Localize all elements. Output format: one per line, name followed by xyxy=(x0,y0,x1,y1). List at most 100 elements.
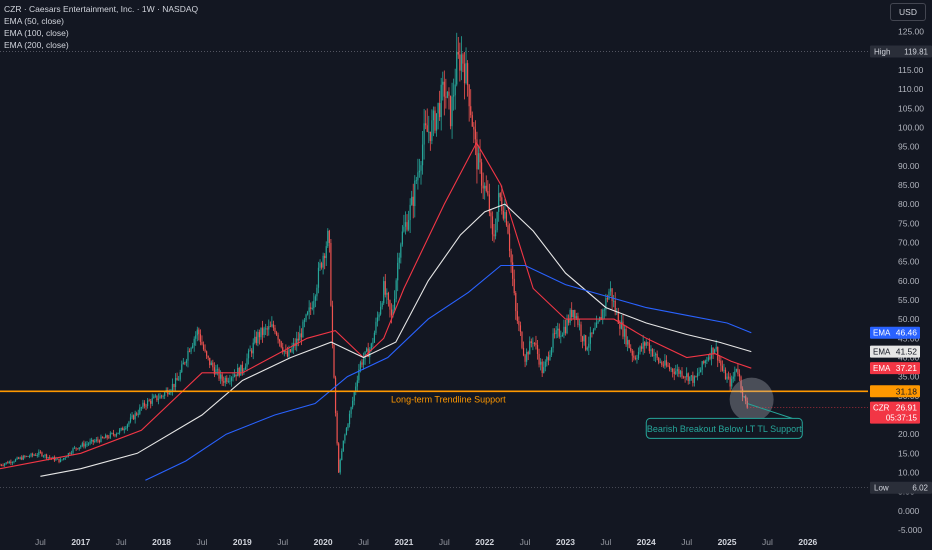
candle-body xyxy=(682,376,685,378)
candle-body xyxy=(184,362,186,364)
callout-box xyxy=(645,417,803,439)
low-tag: Low 6.02 xyxy=(870,481,932,494)
candle-body xyxy=(558,328,560,337)
candle-body xyxy=(491,216,494,235)
x-tick-label: Jul xyxy=(358,537,369,547)
candle-body xyxy=(420,165,422,171)
ema200-legend[interactable]: EMA (200, close) xyxy=(4,40,69,50)
candle-body xyxy=(279,339,281,342)
candle-body xyxy=(484,185,486,189)
candle-body xyxy=(698,372,700,374)
candle-body xyxy=(720,360,722,366)
candle-body xyxy=(439,103,441,118)
candle-body xyxy=(442,81,444,85)
y-tick-label: 60.00 xyxy=(898,276,920,286)
candle-body xyxy=(356,380,358,387)
x-tick-label: 2020 xyxy=(314,537,333,547)
candle-body xyxy=(49,457,51,459)
candle-body xyxy=(746,401,748,408)
x-tick-label: Jul xyxy=(681,537,692,547)
candle-body xyxy=(508,233,511,251)
candle-body xyxy=(490,212,492,217)
candle-body xyxy=(0,464,3,466)
candle-body xyxy=(401,231,403,245)
svg-text:31.18: 31.18 xyxy=(896,386,918,396)
currency-button[interactable]: USD xyxy=(890,3,926,21)
candle-body xyxy=(665,360,668,366)
candle-body xyxy=(243,369,245,372)
candle-body xyxy=(507,225,509,234)
candle-body xyxy=(519,325,522,333)
candle-body xyxy=(724,369,727,380)
candle-body xyxy=(445,96,447,98)
candle-body xyxy=(411,196,413,205)
candle-body xyxy=(140,407,142,409)
candle-body xyxy=(300,333,302,338)
candle-body xyxy=(115,433,118,436)
candle-body xyxy=(89,441,91,444)
candle-body xyxy=(16,457,18,460)
candle-body xyxy=(498,193,500,212)
candle-body xyxy=(226,377,228,382)
y-tick-label: 115.00 xyxy=(898,65,924,75)
candle-body xyxy=(153,396,155,399)
ema50-legend[interactable]: EMA (50, close) xyxy=(4,16,64,26)
candle-body xyxy=(586,347,588,350)
candle-body xyxy=(199,334,202,342)
candle-body xyxy=(235,374,237,377)
candle-body xyxy=(535,342,537,346)
candle-body xyxy=(101,436,104,438)
candle-body xyxy=(244,366,247,370)
svg-text:119.81: 119.81 xyxy=(904,47,928,56)
candle-body xyxy=(392,309,394,316)
candle-body xyxy=(190,347,192,352)
candle-body xyxy=(230,377,233,381)
candle-body xyxy=(470,106,472,116)
svg-text:High: High xyxy=(874,47,890,56)
candle-body xyxy=(182,362,184,365)
candle-body xyxy=(206,351,208,356)
candle-body xyxy=(156,395,158,401)
candle-body xyxy=(695,376,697,378)
svg-text:EMA: EMA xyxy=(873,348,891,357)
candle-body xyxy=(428,131,430,133)
candle-body xyxy=(456,52,458,85)
candle-body xyxy=(589,332,591,344)
candle-body xyxy=(27,456,29,457)
symbol-title: CZR · Caesars Entertainment, Inc. · 1W ·… xyxy=(4,4,199,14)
candle-body xyxy=(105,435,107,439)
candle-body xyxy=(533,342,536,344)
candle-body xyxy=(735,368,737,372)
candle-body xyxy=(668,366,671,369)
candle-body xyxy=(237,367,239,377)
candle-body xyxy=(440,84,442,118)
candle-body xyxy=(732,376,734,379)
candle-body xyxy=(378,314,380,318)
ema100-legend[interactable]: EMA (100, close) xyxy=(4,28,69,38)
candle-body xyxy=(423,123,425,145)
candle-body xyxy=(421,144,424,166)
candle-body xyxy=(313,300,315,309)
x-tick-label: 2018 xyxy=(152,537,171,547)
candle-body xyxy=(471,115,473,127)
ema200-tag: EMA 46.46 xyxy=(870,326,920,339)
candle-body xyxy=(218,369,220,379)
candle-body xyxy=(448,91,450,96)
candle-body xyxy=(10,461,12,463)
candle-body xyxy=(487,191,489,195)
candle-body xyxy=(381,303,383,307)
candle-body xyxy=(516,311,518,322)
candle-body xyxy=(569,309,571,323)
candle-body xyxy=(432,110,435,121)
candle-body xyxy=(275,332,278,335)
candle-body xyxy=(622,321,624,337)
candle-body xyxy=(44,454,46,456)
candle-body xyxy=(662,364,664,366)
candle-body xyxy=(288,349,290,357)
candle-body xyxy=(263,328,265,335)
candle-body xyxy=(679,371,682,374)
candle-body xyxy=(512,262,514,279)
candle-body xyxy=(261,327,264,335)
candle-body xyxy=(173,383,175,388)
